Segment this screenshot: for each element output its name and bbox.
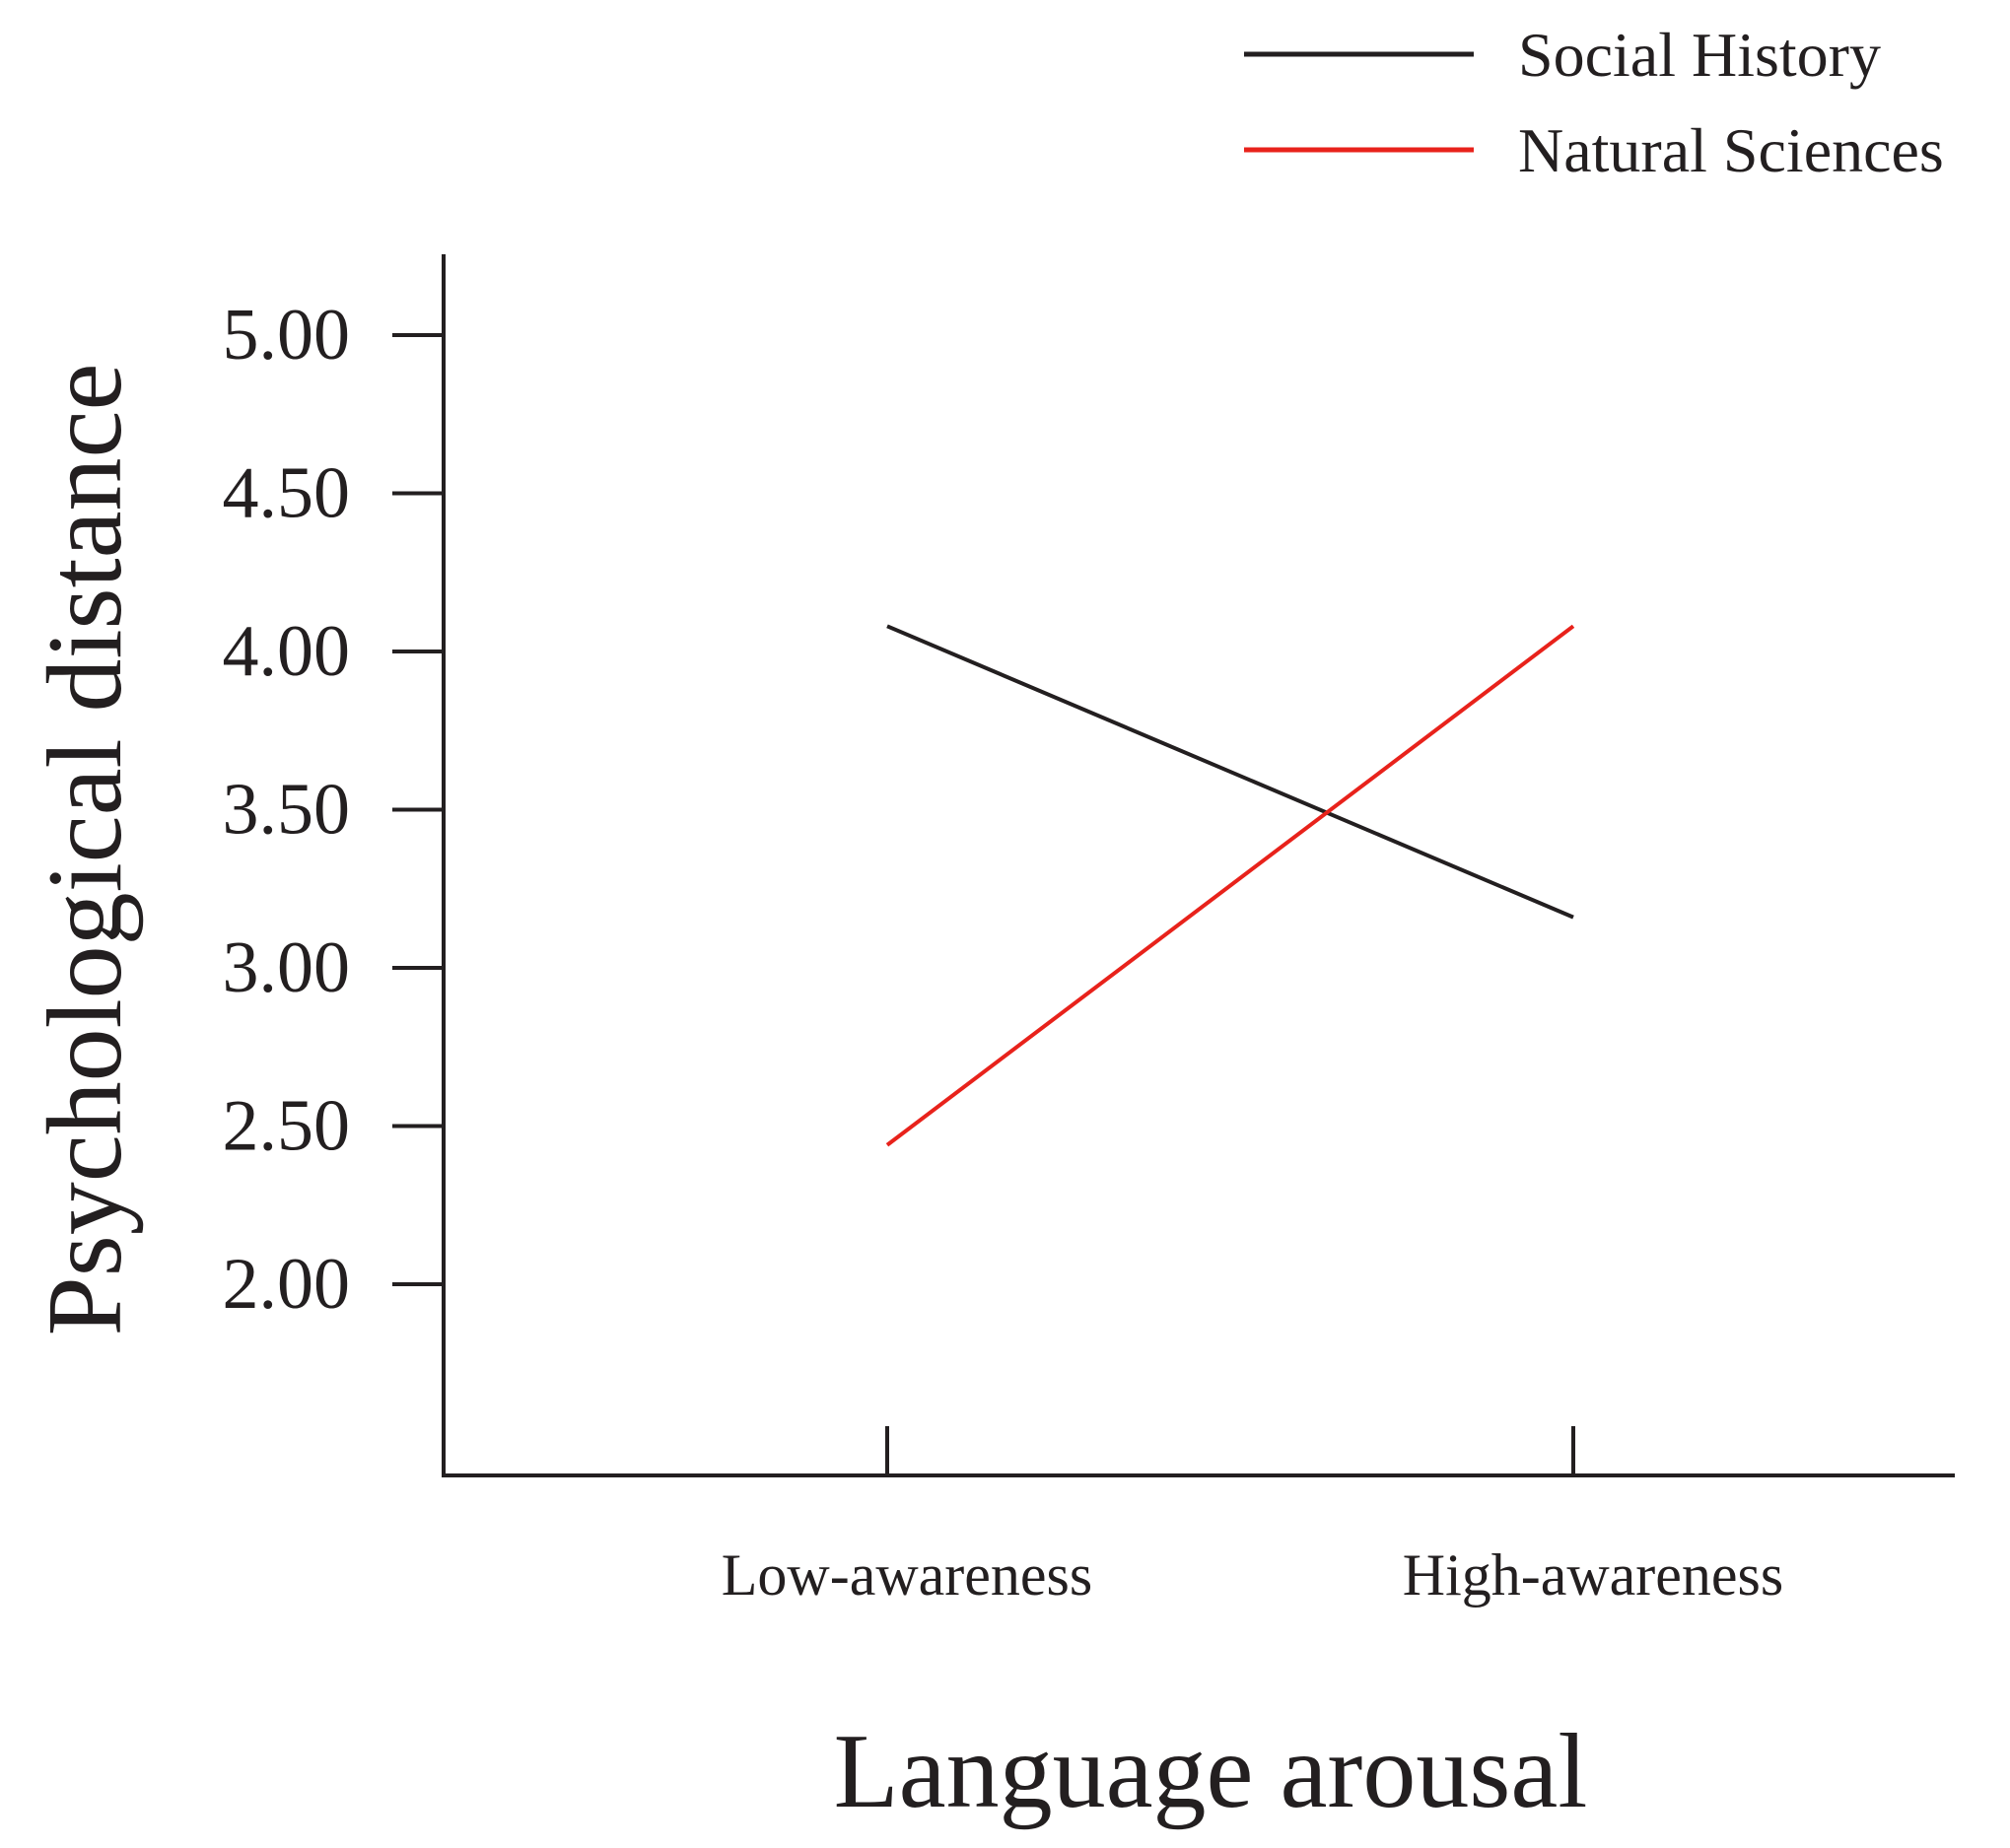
y-tick-label: 4.50: [223, 453, 351, 534]
legend-label: Natural Sciences: [1518, 115, 1944, 185]
y-axis-title: Psychological distance: [27, 364, 144, 1336]
x-category-label: High-awareness: [1403, 1542, 1784, 1608]
x-axis-title: Language arousal: [834, 1713, 1588, 1830]
series-line-1: [885, 624, 1575, 1147]
y-tick-label: 2.00: [223, 1244, 351, 1325]
y-tick-label: 2.50: [223, 1086, 351, 1167]
series-line-0: [886, 624, 1574, 920]
y-tick-label: 5.00: [223, 295, 351, 376]
axis-labels: Language arousal Psychological distance: [27, 364, 1587, 1830]
y-tick-label: 3.00: [223, 927, 351, 1008]
y-tick-label: 4.00: [223, 611, 351, 692]
legend-label: Social History: [1518, 20, 1881, 90]
y-tick-label: 3.50: [223, 770, 351, 851]
legend: Social History Natural Sciences: [1244, 20, 1944, 185]
plot-area: [885, 624, 1575, 1147]
x-category-label: Low-awareness: [722, 1542, 1093, 1608]
axes: 5.00 4.50 4.00 3.50 3.00 2.50 2.00 Low-awarenes…: [223, 254, 1955, 1608]
